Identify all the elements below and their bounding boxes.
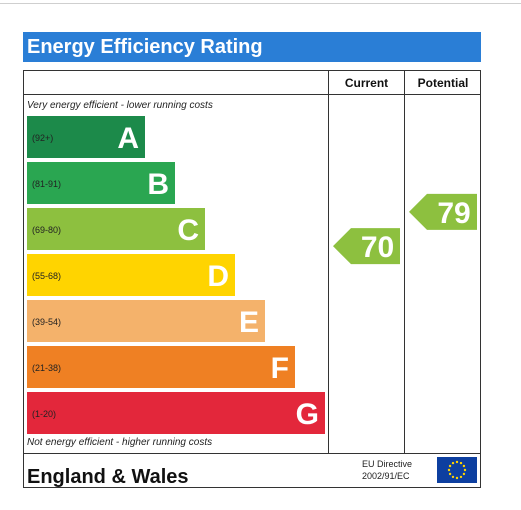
footer-divider	[23, 453, 481, 454]
potential-column-header: Potential	[417, 76, 469, 90]
band-c	[27, 208, 205, 250]
potential-rating-value: 79	[437, 197, 470, 230]
current-column-divider	[328, 70, 329, 453]
eu-stars	[447, 460, 467, 480]
band-letter-d: D	[207, 260, 229, 293]
band-b	[27, 162, 175, 204]
band-letter-a: A	[117, 122, 139, 155]
current-rating-value: 70	[361, 231, 394, 264]
band-d	[27, 254, 235, 296]
current-rating-arrow	[333, 228, 400, 265]
directive-line-1: EU Directive	[362, 459, 413, 469]
eu-star	[451, 461, 455, 465]
eu-star	[455, 476, 459, 480]
band-a	[27, 116, 145, 158]
top-rule	[0, 3, 521, 4]
eu-star	[462, 464, 466, 468]
band-range-f: (21-38)	[32, 363, 61, 373]
header-divider	[23, 94, 481, 95]
band-range-d: (55-68)	[32, 271, 61, 281]
eu-star	[463, 468, 467, 472]
band-e	[27, 300, 265, 342]
band-f	[27, 346, 295, 388]
eu-star	[459, 475, 463, 479]
eu-star	[448, 464, 452, 468]
eu-star	[451, 475, 455, 479]
top-note: Very energy efficient - lower running co…	[27, 100, 213, 111]
band-range-e: (39-54)	[32, 317, 61, 327]
current-column-header: Current	[344, 76, 389, 90]
band-range-b: (81-91)	[32, 179, 61, 189]
bottom-note: Not energy efficient - higher running co…	[27, 437, 213, 448]
eu-flag-icon	[437, 457, 477, 483]
eu-directive: EU Directive 2002/91/EC	[362, 458, 412, 482]
band-letter-f: F	[271, 352, 289, 385]
band-letter-g: G	[296, 398, 319, 431]
eu-star	[448, 472, 452, 476]
band-range-a: (92+)	[32, 133, 53, 143]
band-letter-e: E	[239, 306, 259, 339]
eu-star	[462, 472, 466, 476]
band-letter-b: B	[147, 168, 169, 201]
potential-column-divider	[404, 70, 405, 453]
region-label: England & Wales	[27, 466, 189, 488]
eu-star	[447, 468, 451, 472]
band-range-c: (69-80)	[32, 225, 61, 235]
eu-star	[455, 460, 459, 464]
potential-rating-arrow	[409, 193, 477, 230]
band-g	[27, 392, 325, 434]
directive-line-2: 2002/91/EC	[362, 471, 410, 481]
chart-frame	[23, 70, 481, 488]
chart-title: Energy Efficiency Rating	[23, 32, 481, 62]
band-range-g: (1-20)	[32, 409, 56, 419]
band-letter-c: C	[177, 214, 199, 247]
eu-star	[459, 461, 463, 465]
